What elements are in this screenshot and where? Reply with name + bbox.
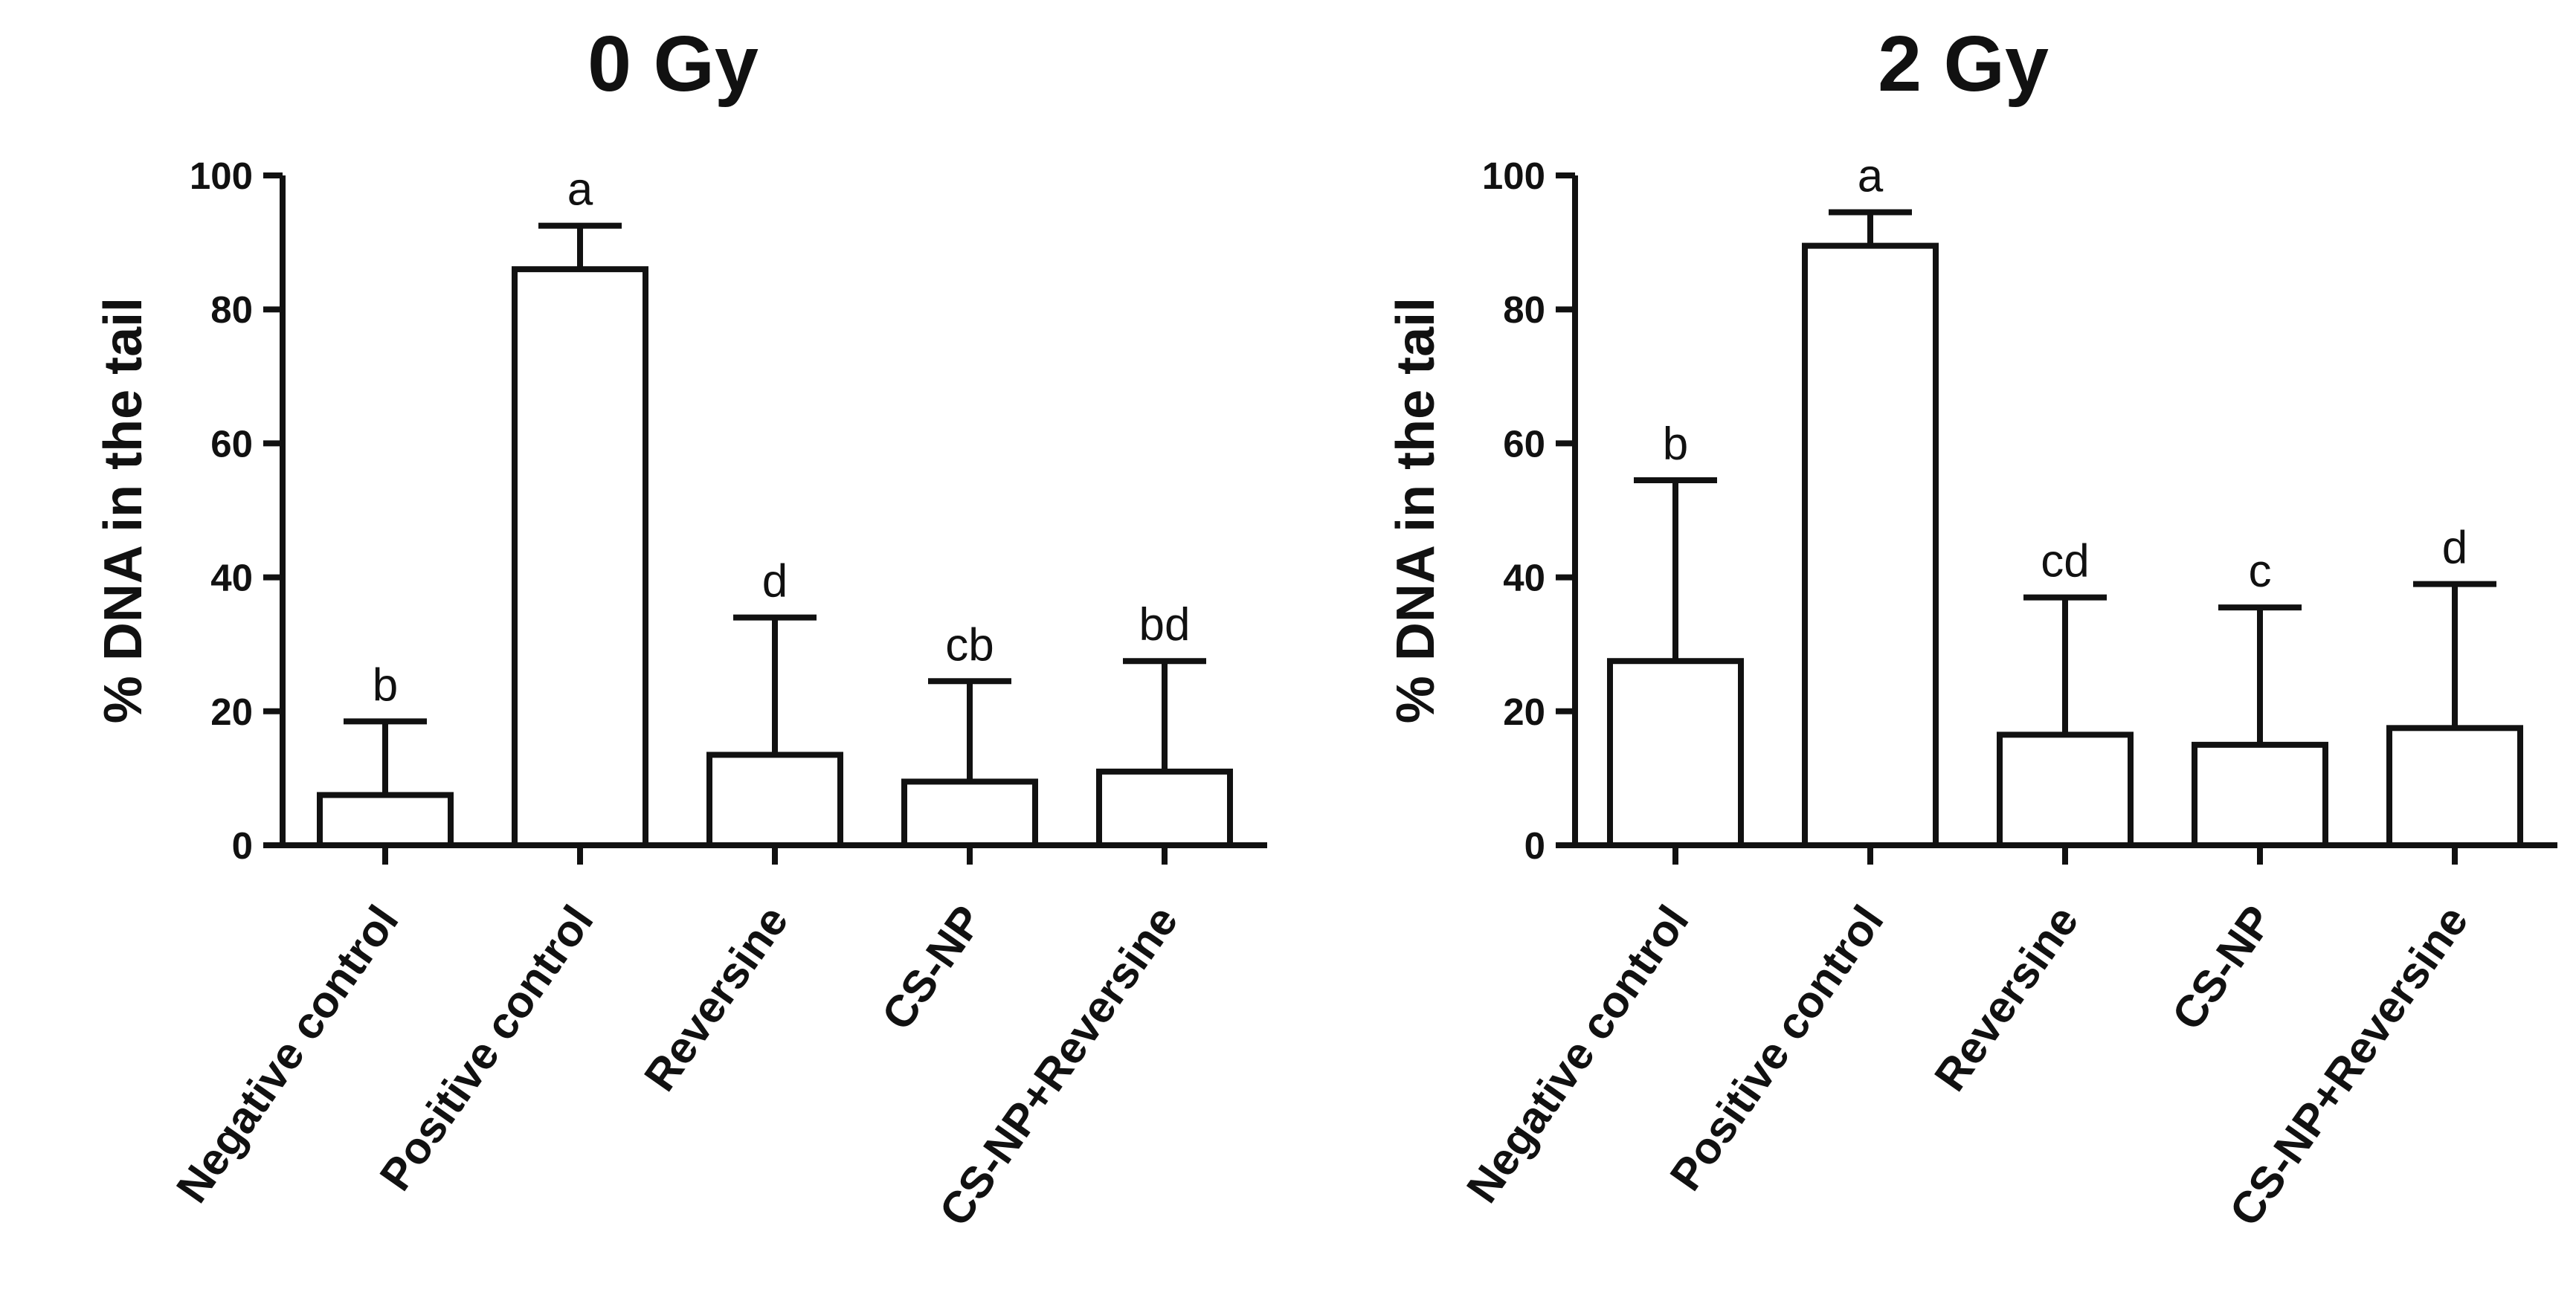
category-label: Positive control	[370, 897, 603, 1199]
bar	[1802, 242, 1939, 849]
significance-label: cd	[2041, 536, 2089, 587]
chart-panel-0: 0 Gy % DNA in the tail 0 20 40 60 80 100 b Negati…	[94, 20, 1267, 1235]
bar	[901, 778, 1038, 849]
category-label: Negative control	[1457, 897, 1698, 1212]
significance-label: a	[1858, 151, 1884, 202]
chart-title: 0 Gy	[587, 20, 759, 108]
y-tick-label: 100	[190, 155, 253, 197]
significance-label: bd	[1139, 599, 1191, 650]
significance-label: d	[762, 556, 788, 607]
y-tick-label: 20	[1503, 691, 1545, 733]
y-tick-label: 20	[210, 691, 253, 733]
y-tick-label: 80	[1503, 288, 1545, 331]
bar	[512, 266, 648, 848]
y-tick-label: 60	[210, 422, 253, 465]
significance-label: b	[1663, 419, 1688, 470]
category-label: Positive control	[1661, 897, 1893, 1199]
significance-label: a	[567, 164, 593, 216]
y-tick-label: 0	[1524, 824, 1545, 867]
chart-title: 2 Gy	[1878, 20, 2049, 108]
bar	[1997, 732, 2134, 849]
y-tick-label: 0	[232, 824, 253, 867]
chart-panel-1: 2 Gy % DNA in the tail 0 20 40 60 80 100 b Negati…	[1386, 20, 2557, 1235]
category-label: Reversine	[634, 897, 797, 1100]
bar	[1607, 658, 1744, 848]
bar	[2386, 725, 2523, 849]
y-axis-label: % DNA in the tail	[94, 297, 153, 723]
y-tick-label: 80	[210, 288, 253, 331]
y-tick-label: 40	[210, 557, 253, 599]
bar	[706, 752, 843, 848]
y-tick-label: 40	[1503, 557, 1545, 599]
significance-label: b	[373, 659, 398, 711]
bar	[1096, 768, 1233, 849]
category-label: Negative control	[167, 897, 408, 1212]
significance-label: d	[2442, 523, 2467, 574]
bar	[2192, 741, 2328, 848]
category-label: CS-NP	[872, 897, 993, 1039]
category-label: CS-NP	[2163, 897, 2283, 1039]
y-tick-label: 60	[1503, 422, 1545, 465]
y-tick-label: 100	[1482, 155, 1545, 197]
bar	[317, 792, 454, 849]
significance-label: cb	[945, 619, 994, 671]
significance-label: c	[2249, 546, 2272, 597]
y-axis-label: % DNA in the tail	[1386, 297, 1446, 723]
category-label: Reversine	[1925, 897, 2087, 1100]
